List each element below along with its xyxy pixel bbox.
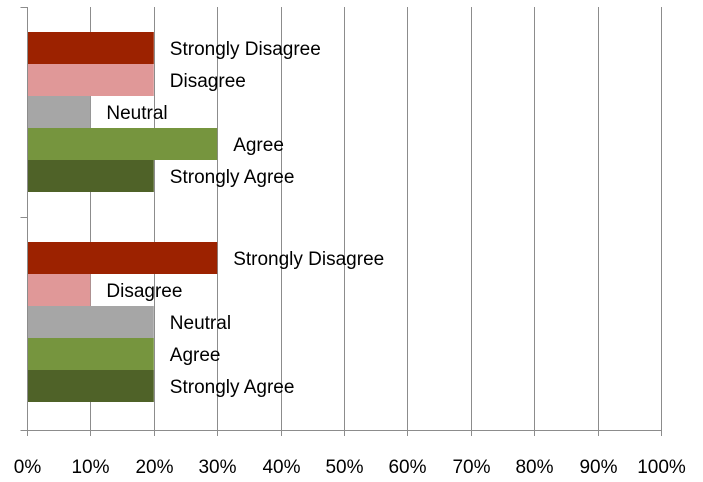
bar bbox=[27, 128, 218, 160]
bar-label: Neutral bbox=[106, 103, 167, 124]
bar bbox=[27, 338, 154, 370]
x-tick-label: 60% bbox=[388, 457, 426, 478]
bar-label: Agree bbox=[233, 135, 284, 156]
bar-label: Neutral bbox=[170, 313, 231, 334]
bar-label: Strongly Agree bbox=[170, 377, 295, 398]
bar-label: Strongly Agree bbox=[170, 167, 295, 188]
x-tick-label: 20% bbox=[135, 457, 173, 478]
bar-label: Strongly Disagree bbox=[170, 39, 321, 60]
bar bbox=[27, 32, 154, 64]
bar bbox=[27, 306, 154, 338]
x-tick-label: 80% bbox=[515, 457, 553, 478]
bar bbox=[27, 274, 91, 306]
labels: 0% 10% 20% 30% 40% 50% 60% 70% 80% 90% 100% Strongl… bbox=[14, 39, 686, 478]
x-tick-label: 70% bbox=[452, 457, 490, 478]
bar bbox=[27, 370, 154, 402]
x-tick-label: 100% bbox=[637, 457, 686, 478]
bar bbox=[27, 64, 154, 96]
bar bbox=[27, 96, 91, 128]
bar-label: Strongly Disagree bbox=[233, 249, 384, 270]
x-tick-label: 30% bbox=[198, 457, 236, 478]
x-tick-label: 10% bbox=[71, 457, 109, 478]
bar bbox=[27, 160, 154, 192]
bar-label: Agree bbox=[170, 345, 221, 366]
x-tick-label: 50% bbox=[325, 457, 363, 478]
axes bbox=[20, 7, 662, 436]
x-tick-label: 0% bbox=[14, 457, 42, 478]
gridlines bbox=[90, 7, 662, 430]
x-tick-label: 90% bbox=[579, 457, 617, 478]
bars bbox=[27, 32, 218, 402]
bar-label: Disagree bbox=[106, 281, 182, 302]
bar bbox=[27, 242, 218, 274]
bar-label: Disagree bbox=[170, 71, 246, 92]
x-tick-label: 40% bbox=[262, 457, 300, 478]
